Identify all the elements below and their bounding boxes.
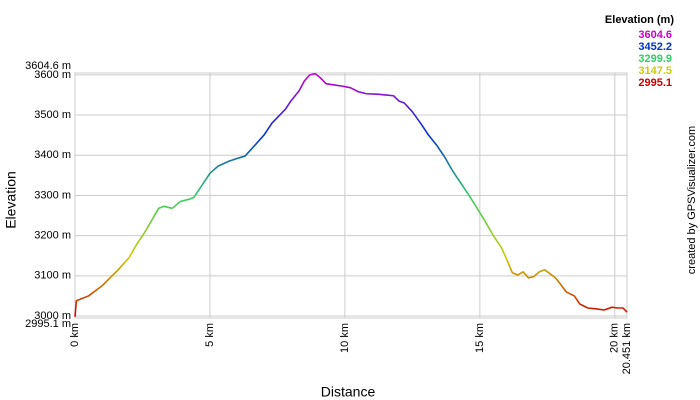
y-tick-label: 3500 m: [34, 109, 71, 121]
y-tick-label: 2995.1 m: [25, 318, 71, 330]
credit: created by GPSVisualizer.com: [686, 126, 698, 274]
elevation-line: [74, 72, 628, 317]
legend-value: 3299.9: [638, 53, 672, 65]
legend-value: 3604.6: [638, 29, 672, 41]
x-tick-label: 20 km: [609, 323, 621, 353]
legend-value: 2995.1: [638, 77, 672, 89]
y-axis-title: Elevation: [3, 171, 19, 229]
legend-value: 3452.2: [638, 41, 672, 53]
x-tick-label: 5 km: [204, 323, 216, 347]
x-tick-label: 20.451 km: [621, 323, 633, 374]
y-tick-label: 3600 m: [34, 69, 71, 81]
y-tick-label: 3000 m: [34, 310, 71, 322]
legend-title: Elevation (m): [605, 14, 674, 26]
y-tick-label: 3300 m: [34, 189, 71, 201]
x-tick-label: 10 km: [339, 323, 351, 353]
x-tick-label: 0 km: [69, 323, 81, 347]
y-tick-label: 3400 m: [34, 149, 71, 161]
x-tick-label: 15 km: [474, 323, 486, 353]
legend-value: 3147.5: [638, 65, 672, 77]
y-tick-label: 3200 m: [34, 230, 71, 242]
y-tick-label: 3100 m: [34, 270, 71, 282]
x-axis-title: Distance: [321, 384, 376, 400]
y-tick-label: 3604.6 m: [25, 60, 71, 72]
